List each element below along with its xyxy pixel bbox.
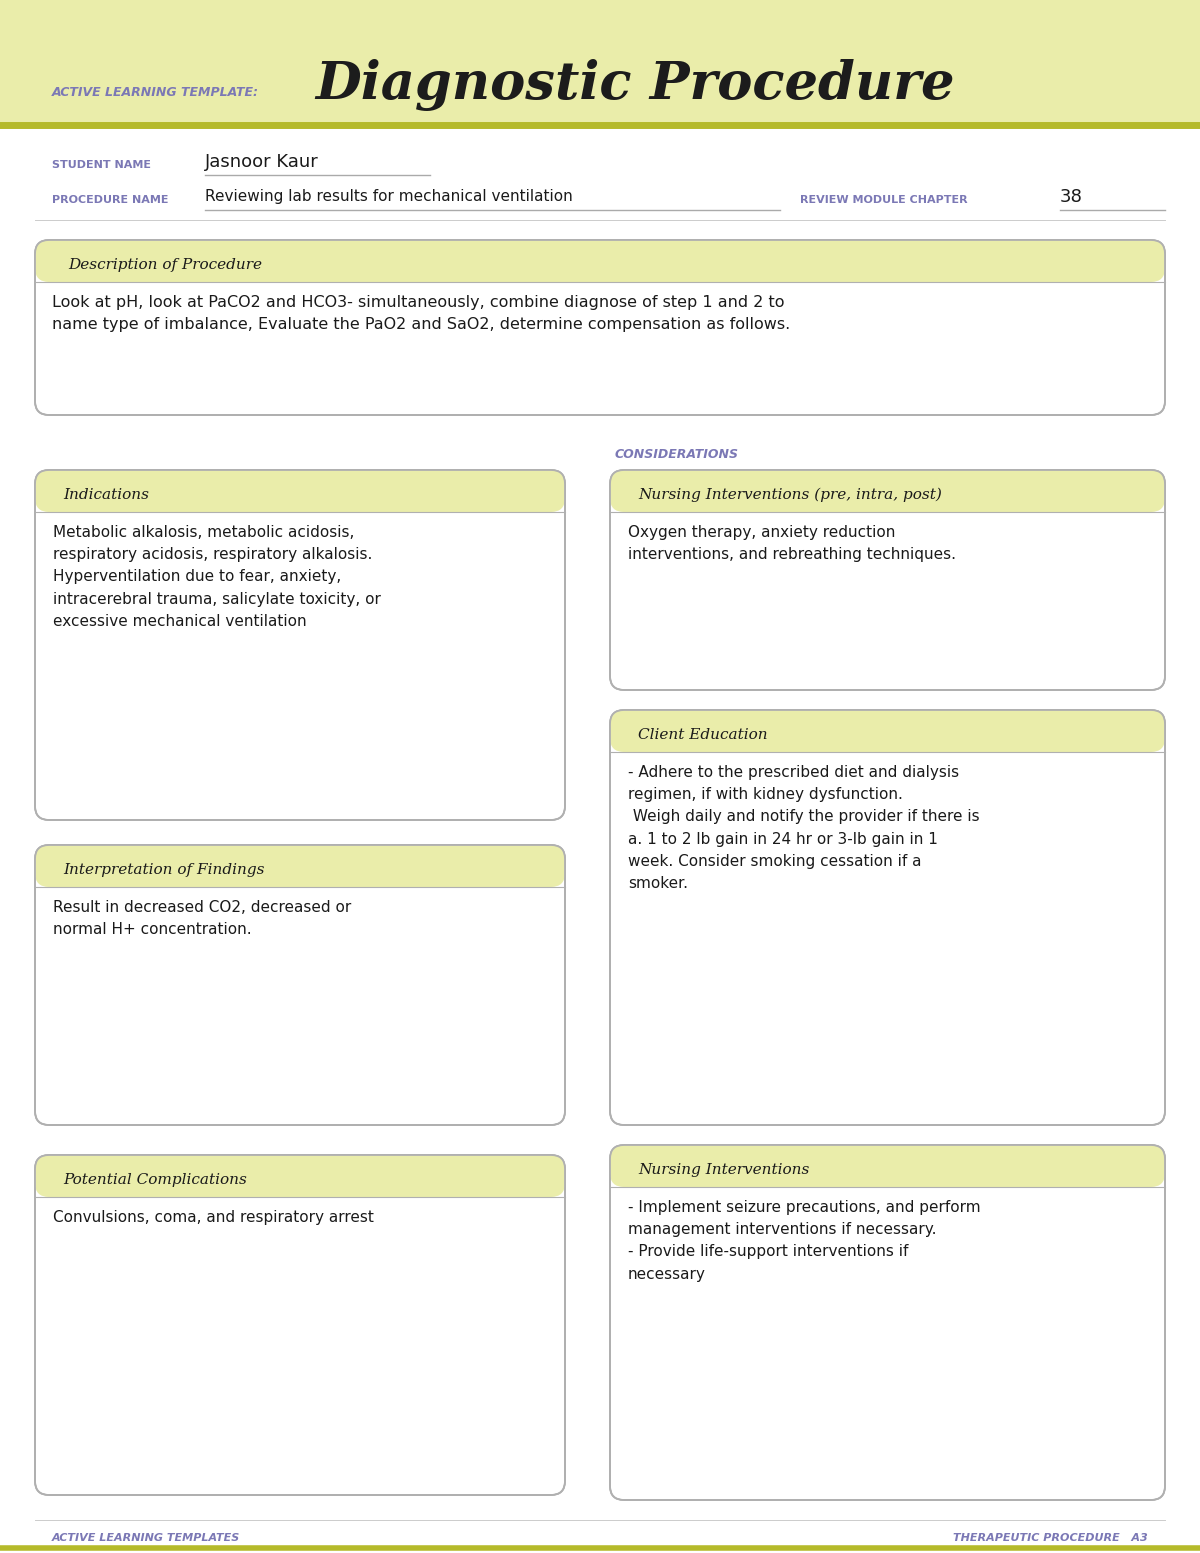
Text: Convulsions, coma, and respiratory arrest: Convulsions, coma, and respiratory arres… xyxy=(53,1210,374,1225)
Text: - Adhere to the prescribed diet and dialysis
regimen, if with kidney dysfunction: - Adhere to the prescribed diet and dial… xyxy=(628,766,979,891)
Text: THERAPEUTIC PROCEDURE   A3: THERAPEUTIC PROCEDURE A3 xyxy=(953,1533,1148,1544)
FancyBboxPatch shape xyxy=(610,710,1165,1124)
FancyBboxPatch shape xyxy=(610,710,1165,752)
Bar xyxy=(0,0,1200,124)
Text: Look at pH, look at PaCO2 and HCO3- simultaneously, combine diagnose of step 1 a: Look at pH, look at PaCO2 and HCO3- simu… xyxy=(52,295,791,332)
Text: Nursing Interventions: Nursing Interventions xyxy=(638,1163,809,1177)
FancyBboxPatch shape xyxy=(35,241,1165,415)
Text: Result in decreased CO2, decreased or
normal H+ concentration.: Result in decreased CO2, decreased or no… xyxy=(53,901,352,936)
FancyBboxPatch shape xyxy=(610,1145,1165,1500)
Text: REVIEW MODULE CHAPTER: REVIEW MODULE CHAPTER xyxy=(800,196,967,205)
Text: Jasnoor Kaur: Jasnoor Kaur xyxy=(205,154,319,171)
FancyBboxPatch shape xyxy=(35,241,1165,283)
Text: STUDENT NAME: STUDENT NAME xyxy=(52,160,151,169)
Text: Indications: Indications xyxy=(64,488,149,502)
Text: - Implement seizure precautions, and perform
management interventions if necessa: - Implement seizure precautions, and per… xyxy=(628,1200,980,1281)
Text: 38: 38 xyxy=(1060,188,1082,207)
FancyBboxPatch shape xyxy=(610,471,1165,690)
Text: Nursing Interventions (pre, intra, post): Nursing Interventions (pre, intra, post) xyxy=(638,488,942,502)
Text: ACTIVE LEARNING TEMPLATES: ACTIVE LEARNING TEMPLATES xyxy=(52,1533,240,1544)
Text: Metabolic alkalosis, metabolic acidosis,
respiratory acidosis, respiratory alkal: Metabolic alkalosis, metabolic acidosis,… xyxy=(53,525,380,629)
Text: PROCEDURE NAME: PROCEDURE NAME xyxy=(52,196,168,205)
FancyBboxPatch shape xyxy=(35,845,565,1124)
FancyBboxPatch shape xyxy=(35,1155,565,1496)
Text: ACTIVE LEARNING TEMPLATE:: ACTIVE LEARNING TEMPLATE: xyxy=(52,87,259,99)
FancyBboxPatch shape xyxy=(35,471,565,820)
FancyBboxPatch shape xyxy=(610,1145,1165,1186)
FancyBboxPatch shape xyxy=(35,1155,565,1197)
FancyBboxPatch shape xyxy=(610,471,1165,512)
Text: Reviewing lab results for mechanical ventilation: Reviewing lab results for mechanical ven… xyxy=(205,189,572,205)
Text: Client Education: Client Education xyxy=(638,728,768,742)
Text: Description of Procedure: Description of Procedure xyxy=(68,258,262,272)
Text: Interpretation of Findings: Interpretation of Findings xyxy=(64,863,264,877)
Text: CONSIDERATIONS: CONSIDERATIONS xyxy=(616,449,739,461)
FancyBboxPatch shape xyxy=(35,845,565,887)
Text: Diagnostic Procedure: Diagnostic Procedure xyxy=(314,59,954,110)
FancyBboxPatch shape xyxy=(35,471,565,512)
Text: Oxygen therapy, anxiety reduction
interventions, and rebreathing techniques.: Oxygen therapy, anxiety reduction interv… xyxy=(628,525,956,562)
Text: Potential Complications: Potential Complications xyxy=(64,1173,247,1186)
